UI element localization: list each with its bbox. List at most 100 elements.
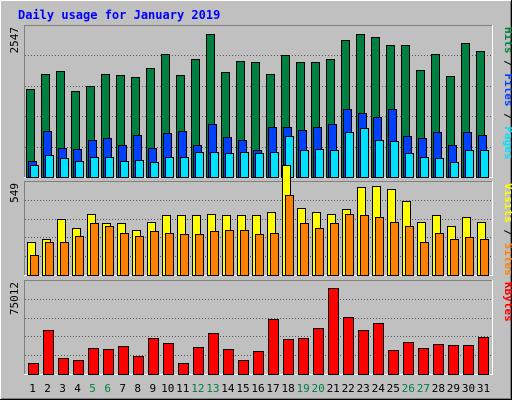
bar-pages-15 <box>240 152 249 178</box>
bar-sites-4 <box>75 236 84 276</box>
bar-pages-27 <box>420 157 429 178</box>
x-tick-label-18: 18 <box>281 382 294 395</box>
x-tick-label-28: 28 <box>432 382 445 395</box>
bar-sites-5 <box>90 223 99 276</box>
x-tick-label-4: 4 <box>74 382 81 395</box>
bar-pages-11 <box>180 157 189 178</box>
x-tick-label-16: 16 <box>251 382 264 395</box>
bar-pages-22 <box>345 132 354 178</box>
bar-kbytes-11 <box>178 363 189 375</box>
bar-kbytes-23 <box>358 330 369 375</box>
bar-pages-2 <box>45 155 54 178</box>
bar-kbytes-21 <box>328 288 339 375</box>
bar-sites-21 <box>330 223 339 276</box>
bar-pages-9 <box>150 162 159 178</box>
bar-kbytes-31 <box>478 337 489 375</box>
bar-kbytes-2 <box>43 330 54 375</box>
bar-sites-28 <box>435 233 444 276</box>
panel-kbytes-legend: KBytes <box>502 282 512 322</box>
bar-pages-29 <box>450 162 459 178</box>
bar-sites-2 <box>45 242 54 276</box>
bar-kbytes-24 <box>373 323 384 375</box>
bar-pages-23 <box>360 128 369 178</box>
x-tick-label-15: 15 <box>236 382 249 395</box>
bar-sites-22 <box>345 214 354 276</box>
bar-sites-24 <box>375 217 384 276</box>
bar-pages-20 <box>315 149 324 178</box>
x-tick-label-7: 7 <box>119 382 126 395</box>
bar-sites-26 <box>405 226 414 276</box>
bar-sites-14 <box>225 230 234 276</box>
x-tick-label-9: 9 <box>149 382 156 395</box>
x-tick-label-21: 21 <box>327 382 340 395</box>
legend-item-hits: Hits <box>502 27 512 54</box>
bar-kbytes-10 <box>163 343 174 375</box>
x-tick-label-8: 8 <box>134 382 141 395</box>
bar-sites-31 <box>480 239 489 276</box>
bar-sites-1 <box>30 255 39 276</box>
x-tick-label-19: 19 <box>296 382 309 395</box>
x-tick-label-17: 17 <box>266 382 279 395</box>
bar-kbytes-12 <box>193 347 204 375</box>
legend-item-sites: Sites <box>502 243 512 276</box>
bar-pages-12 <box>195 152 204 178</box>
x-tick-label-2: 2 <box>44 382 51 395</box>
x-tick-label-27: 27 <box>417 382 430 395</box>
x-tick-label-14: 14 <box>221 382 235 395</box>
bar-sites-20 <box>315 228 324 276</box>
bar-kbytes-28 <box>433 344 444 375</box>
bar-kbytes-18 <box>283 339 294 375</box>
bar-kbytes-15 <box>238 360 249 375</box>
bar-pages-8 <box>135 160 144 178</box>
bar-sites-23 <box>360 215 369 276</box>
bar-kbytes-16 <box>253 351 264 375</box>
x-tick-label-31: 31 <box>477 382 490 395</box>
x-tick-label-25: 25 <box>387 382 400 395</box>
bar-sites-10 <box>165 233 174 276</box>
bar-kbytes-17 <box>268 319 279 375</box>
bar-sites-3 <box>60 242 69 276</box>
bar-pages-16 <box>255 153 264 178</box>
panel-kbytes-max-label: 75012 <box>8 282 21 315</box>
bar-pages-25 <box>390 141 399 178</box>
legend-item-files: Files <box>502 73 512 106</box>
x-tick-label-30: 30 <box>462 382 475 395</box>
bar-sites-11 <box>180 234 189 276</box>
x-tick-label-1: 1 <box>29 382 36 395</box>
bar-sites-12 <box>195 234 204 276</box>
bar-kbytes-1 <box>28 363 39 375</box>
x-tick-label-6: 6 <box>104 382 111 395</box>
x-tick-label-10: 10 <box>161 382 174 395</box>
panel-kbytes: 75012 KBytes <box>8 280 512 375</box>
bar-kbytes-20 <box>313 328 324 375</box>
bar-pages-1 <box>30 165 39 178</box>
bar-sites-8 <box>135 236 144 276</box>
bar-sites-19 <box>300 223 309 276</box>
legend-item-visits: Visits <box>502 183 512 223</box>
bar-sites-18 <box>285 195 294 276</box>
bar-kbytes-26 <box>403 342 414 375</box>
x-tick-label-12: 12 <box>191 382 204 395</box>
bar-pages-7 <box>120 161 129 178</box>
bar-sites-15 <box>240 230 249 276</box>
panel-requests-max-label: 2547 <box>8 27 21 54</box>
x-tick-label-20: 20 <box>311 382 324 395</box>
bar-sites-27 <box>420 242 429 276</box>
x-tick-label-5: 5 <box>89 382 96 395</box>
bar-pages-17 <box>270 152 279 178</box>
bar-kbytes-5 <box>88 348 99 375</box>
bar-sites-16 <box>255 234 264 276</box>
legend-separator: / <box>502 223 512 243</box>
bar-pages-21 <box>330 150 339 178</box>
legend-item-pages: Pages <box>502 126 512 159</box>
bar-pages-6 <box>105 157 114 178</box>
bar-kbytes-29 <box>448 345 459 375</box>
bar-pages-5 <box>90 157 99 178</box>
bar-kbytes-22 <box>343 317 354 375</box>
x-tick-label-26: 26 <box>402 382 415 395</box>
x-tick-label-3: 3 <box>59 382 66 395</box>
chart-panels: 2547 Hits / Files / Pages 549 Visits / Site… <box>8 25 512 375</box>
x-tick-label-11: 11 <box>176 382 189 395</box>
bar-pages-28 <box>435 158 444 178</box>
